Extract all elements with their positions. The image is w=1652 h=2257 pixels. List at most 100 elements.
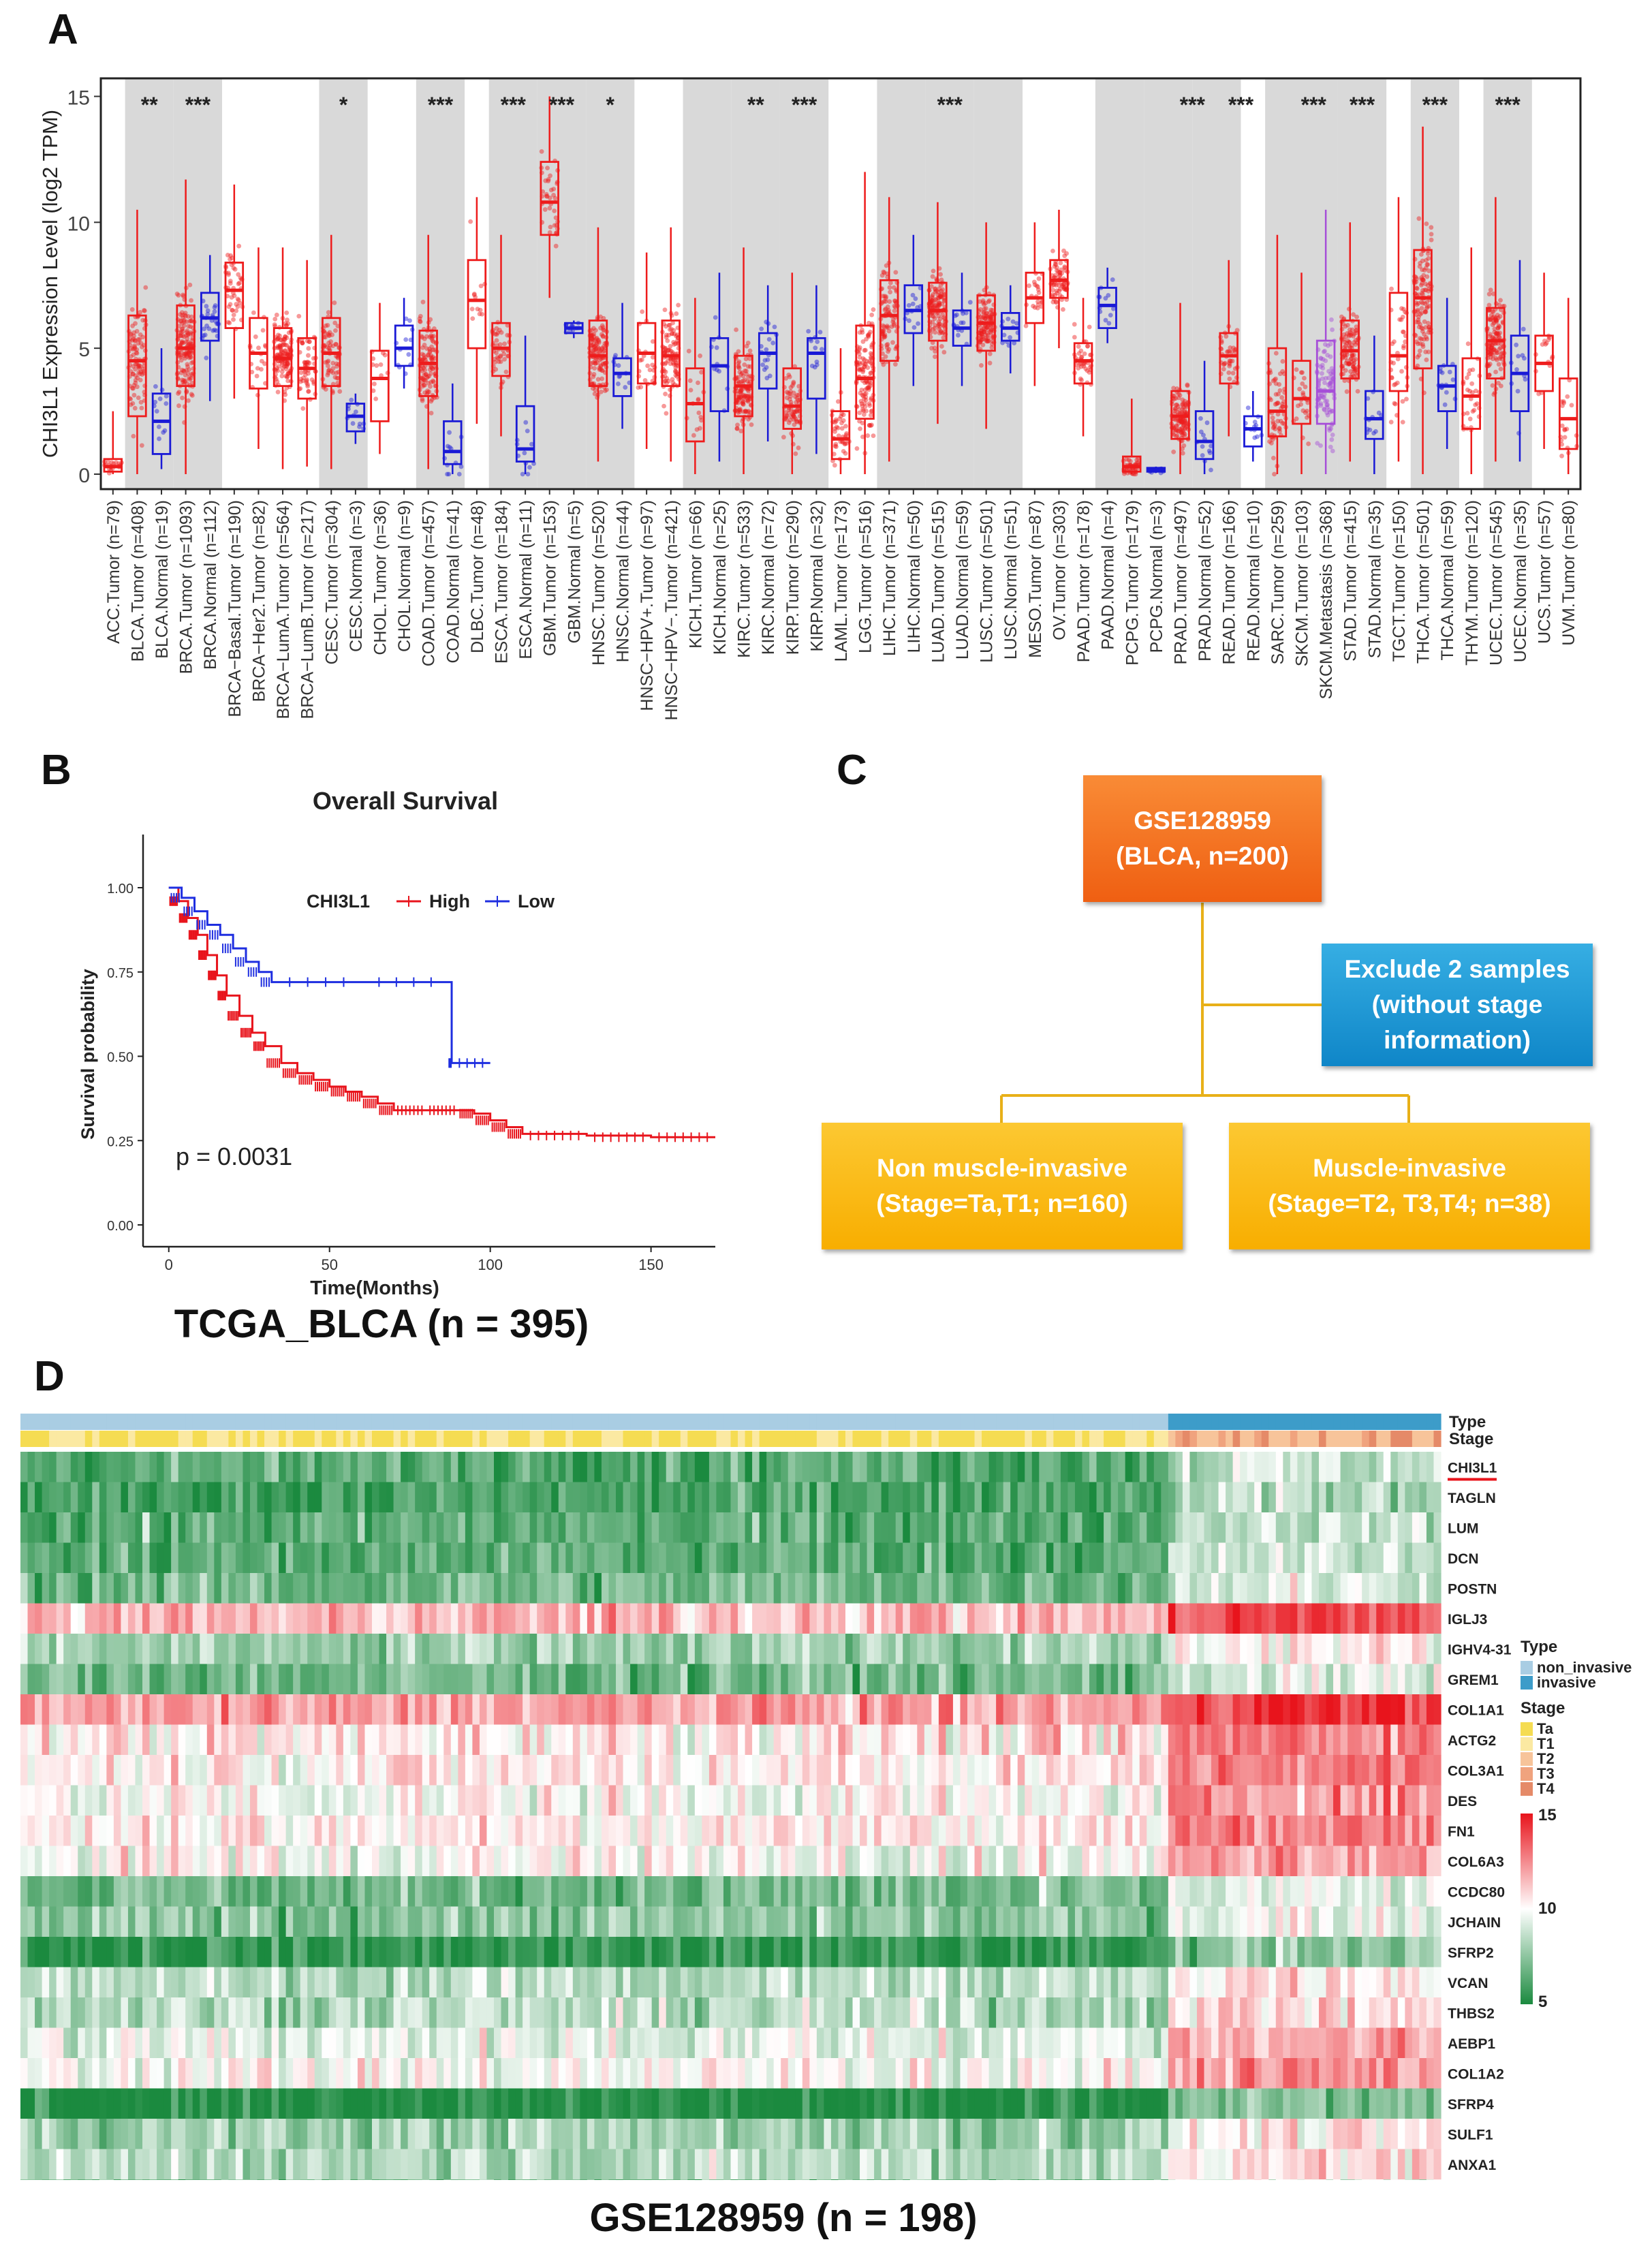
- data-point: [285, 352, 290, 357]
- data-point: [552, 196, 558, 201]
- stage-cell: [20, 1431, 29, 1447]
- data-point: [139, 443, 144, 448]
- data-point: [134, 361, 140, 367]
- data-point: [189, 392, 194, 397]
- data-point: [136, 364, 142, 369]
- stage-cell: [651, 1431, 659, 1447]
- y-tick-label: 5: [78, 339, 90, 361]
- data-point: [179, 310, 185, 315]
- data-point: [185, 352, 190, 357]
- heat-cell: [623, 1482, 631, 1513]
- heat-cell: [1104, 1452, 1112, 1482]
- data-point: [446, 471, 452, 477]
- heat-cell: [393, 1482, 401, 1513]
- data-point: [180, 395, 185, 401]
- heat-cell: [917, 1542, 925, 1574]
- heat-cell: [830, 1512, 839, 1543]
- data-point: [432, 364, 437, 369]
- type-cell: [350, 1414, 358, 1430]
- data-point: [178, 350, 184, 355]
- data-point: [211, 328, 215, 333]
- heat-cell: [415, 1512, 423, 1543]
- x-tick-label: BRCA−LumA.Tumor (n=564): [274, 500, 293, 719]
- type-cell: [529, 1414, 537, 1430]
- caption-tcga-blca: TCGA_BLCA (n = 395): [174, 1302, 589, 1346]
- stage-cell: [1060, 1431, 1069, 1447]
- heat-cell: [924, 1452, 932, 1482]
- heat-cell: [1318, 1452, 1327, 1482]
- heat-cell: [1074, 1512, 1083, 1543]
- heat-cell: [996, 1512, 1004, 1543]
- heat-cell: [824, 1542, 832, 1574]
- data-point: [458, 464, 464, 469]
- stage-cell: [1025, 1431, 1033, 1447]
- heat-cell: [1125, 1542, 1133, 1574]
- heat-cell: [401, 1452, 409, 1482]
- heat-cell: [443, 1542, 452, 1574]
- data-point: [419, 334, 424, 339]
- data-point: [475, 307, 480, 312]
- data-point: [420, 384, 425, 389]
- x-tick-label: CHOL.Normal (n=9): [395, 500, 414, 652]
- stage-cell: [393, 1431, 401, 1447]
- heat-cell: [243, 1452, 251, 1482]
- heat-cell: [781, 1482, 789, 1513]
- data-point: [178, 318, 183, 324]
- stage-cell: [874, 1431, 882, 1447]
- data-point: [187, 349, 192, 354]
- data-point: [189, 360, 194, 366]
- heat-cell: [1369, 1482, 1377, 1513]
- heat-cell: [1168, 1512, 1176, 1543]
- heat-cell: [49, 1452, 57, 1482]
- heat-cell: [644, 1542, 653, 1574]
- heat-cell: [1039, 1482, 1047, 1513]
- data-point: [285, 371, 291, 376]
- heat-cell: [135, 1512, 143, 1543]
- data-point: [494, 326, 499, 331]
- stage-cell: [1211, 1431, 1219, 1447]
- heat-cell: [1110, 1452, 1119, 1482]
- heat-cell: [221, 1512, 229, 1543]
- data-point: [280, 343, 285, 348]
- heat-cell: [659, 1482, 667, 1513]
- heat-cell: [1161, 1542, 1169, 1574]
- data-point: [185, 336, 190, 341]
- data-point: [182, 379, 187, 384]
- stage-cell: [730, 1431, 738, 1447]
- heat-cell: [1039, 1512, 1047, 1543]
- data-point: [428, 353, 434, 358]
- stage-cell: [659, 1431, 667, 1447]
- type-cell: [1412, 1414, 1420, 1430]
- data-point: [275, 390, 281, 394]
- data-point: [595, 377, 601, 382]
- data-point: [478, 307, 483, 313]
- stage-cell: [271, 1431, 279, 1447]
- data-point: [591, 372, 597, 377]
- heat-cell: [450, 1452, 458, 1482]
- data-point: [327, 330, 332, 335]
- heat-cell: [824, 1512, 832, 1543]
- stage-cell: [314, 1431, 322, 1447]
- heat-cell: [70, 1452, 78, 1482]
- stage-cell: [142, 1431, 151, 1447]
- data-point: [589, 328, 594, 332]
- heat-cell: [149, 1482, 157, 1513]
- heat-cell: [1405, 1482, 1413, 1513]
- heat-cell: [1290, 1452, 1298, 1482]
- stage-cell: [738, 1431, 746, 1447]
- data-point: [420, 396, 425, 402]
- heat-cell: [637, 1452, 645, 1482]
- data-point: [406, 352, 411, 357]
- heat-cell: [364, 1542, 373, 1574]
- data-point: [424, 346, 429, 351]
- data-point: [429, 366, 435, 371]
- stage-cell: [608, 1431, 617, 1447]
- data-point: [281, 340, 286, 345]
- heat-cell: [1089, 1542, 1097, 1574]
- heat-cell: [845, 1512, 854, 1543]
- stage-cell: [479, 1431, 488, 1447]
- data-point: [189, 314, 194, 320]
- data-point: [598, 362, 604, 368]
- heat-cell: [708, 1452, 717, 1482]
- panel-label-c: C: [837, 747, 867, 794]
